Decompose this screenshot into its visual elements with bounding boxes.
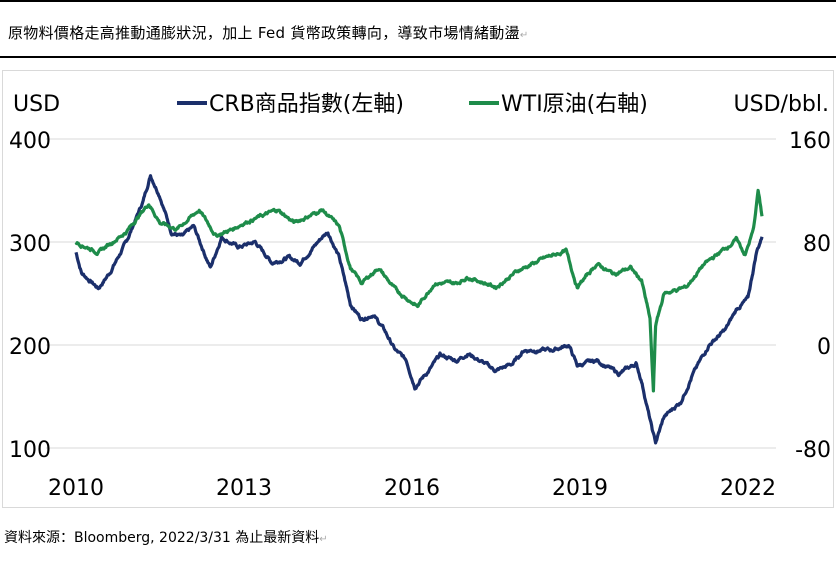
source-note: 資料來源：Bloomberg, 2022/3/31 為止最新資料↵ (4, 530, 328, 546)
right-tick-label: 0 (817, 335, 831, 360)
x-tick-label: 2022 (720, 476, 776, 501)
header-banner: 原物料價格走高推動通膨狀況，加上 Fed 貨幣政策轉向，導致市場情緒動盪↵ (0, 0, 836, 58)
right-tick-label: 160 (789, 129, 831, 154)
crb-series-line (74, 174, 764, 445)
wti-series-line (74, 188, 764, 393)
legend-label-crb: CRB商品指數(左軸) (209, 92, 404, 117)
right-tick-label: 80 (803, 232, 831, 257)
x-tick-label: 2013 (216, 476, 272, 501)
left-tick-label: 400 (9, 129, 51, 154)
line-chart: 400 160 300 80 200 0 100 -80 2010 2013 2016 2019 202… (9, 92, 831, 501)
chart-container: 400 160 300 80 200 0 100 -80 2010 2013 2016 2019 202… (2, 70, 834, 508)
left-tick-label: 100 (9, 438, 51, 463)
x-tick-label: 2016 (384, 476, 440, 501)
x-tick-label: 2019 (552, 476, 608, 501)
x-tick-label: 2010 (48, 476, 104, 501)
left-tick-label: 300 (9, 232, 51, 257)
legend-label-wti: WTI原油(右軸) (501, 92, 648, 117)
right-axis-unit: USD/bbl. (734, 92, 829, 117)
left-axis-unit: USD (13, 92, 60, 117)
page-title: 原物料價格走高推動通膨狀況，加上 Fed 貨幣政策轉向，導致市場情緒動盪↵ (8, 24, 529, 42)
left-tick-label: 200 (9, 335, 51, 360)
right-tick-label: -80 (795, 438, 831, 463)
